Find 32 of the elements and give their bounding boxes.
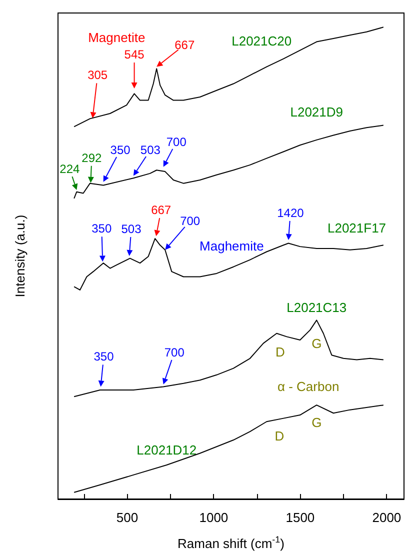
series-label: L2021D9 bbox=[290, 104, 344, 120]
series-label: L2021F17 bbox=[327, 220, 386, 236]
annotation: 545 bbox=[124, 47, 145, 62]
annotation: G bbox=[312, 336, 322, 351]
annotation: Magnetite bbox=[88, 30, 146, 46]
annotation: D bbox=[275, 344, 285, 360]
annotation: 350 bbox=[92, 222, 112, 236]
annotation: D bbox=[274, 428, 284, 444]
y-axis-title: Intensity (a.u.) bbox=[12, 214, 28, 298]
annotation: 1420 bbox=[277, 206, 304, 220]
annotation: Maghemite bbox=[200, 238, 264, 254]
annotation: α - Carbon bbox=[277, 379, 340, 394]
annotation: 700 bbox=[164, 345, 185, 360]
annotation: 350 bbox=[110, 142, 131, 157]
x-tick-label: 500 bbox=[116, 510, 138, 525]
series-label: L2021D12 bbox=[136, 442, 197, 458]
x-tick-label: 1000 bbox=[199, 510, 228, 525]
annotation: 667 bbox=[174, 38, 195, 52]
annotation: 667 bbox=[151, 203, 172, 218]
annotation: 292 bbox=[82, 150, 102, 165]
annotation: 350 bbox=[94, 350, 114, 364]
annotation: 700 bbox=[180, 214, 200, 228]
annotation: 700 bbox=[166, 134, 187, 149]
series-label: L2021C20 bbox=[232, 33, 292, 48]
x-tick-label: 1500 bbox=[286, 510, 315, 525]
annotation: 305 bbox=[88, 68, 108, 82]
annotation: 503 bbox=[121, 222, 142, 236]
annotation: G bbox=[312, 415, 322, 430]
x-tick-label: 2000 bbox=[372, 510, 402, 525]
series-label: L2021C13 bbox=[286, 300, 347, 315]
annotation: 503 bbox=[140, 142, 161, 157]
annotation: 224 bbox=[60, 162, 80, 176]
